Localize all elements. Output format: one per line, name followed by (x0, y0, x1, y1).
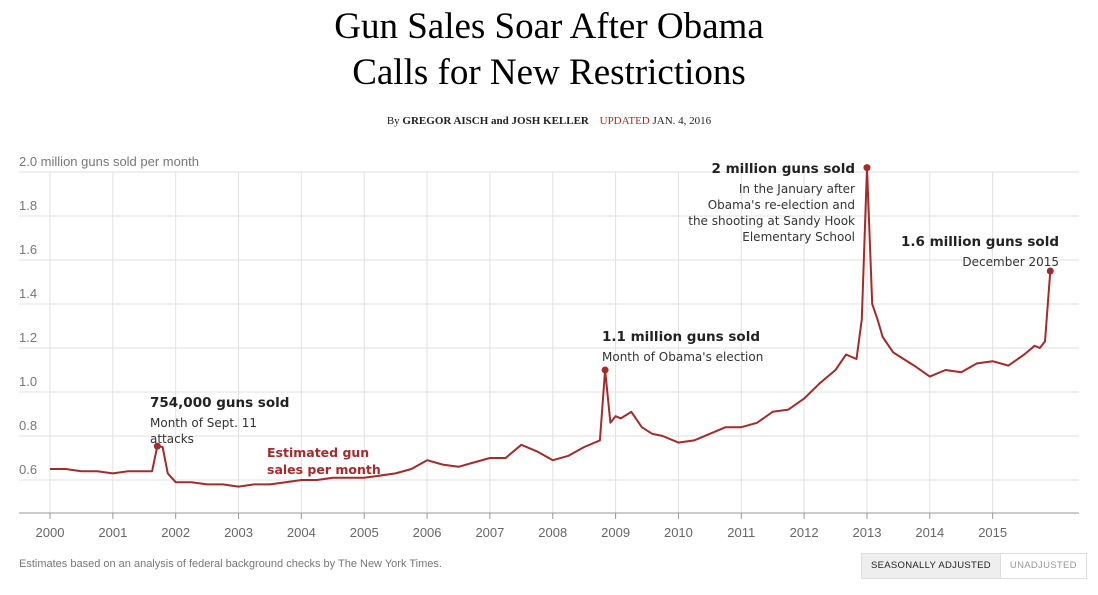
annotation-sept11-text: Month of Sept. 11 attacks (150, 416, 258, 446)
y-tick-label-0.8: 0.8 (19, 418, 37, 433)
annotation-sandy-hook-title: 2 million guns sold (711, 161, 855, 177)
annotation-sept11-title: 754,000 guns sold (150, 395, 290, 411)
annotation-point-2 (863, 164, 871, 172)
byline-updated-label: UPDATED (599, 115, 650, 127)
x-tick-label-2005: 2005 (350, 525, 379, 540)
headline-line-2: Calls for New Restrictions (352, 52, 746, 93)
seasonally-adjusted-button[interactable]: SEASONALLY ADJUSTED (862, 554, 1000, 578)
y-axis-label: 2.0 million guns sold per month (19, 154, 199, 169)
byline-authors: GREGOR AISCH and JOSH KELLER (402, 115, 589, 127)
y-tick-label-1.4: 1.4 (19, 286, 37, 301)
annotation-dec2015-text: December 2015 (962, 255, 1059, 269)
x-tick-label-2010: 2010 (664, 525, 693, 540)
y-tick-label-1.6: 1.6 (19, 242, 37, 257)
annotation-dec2015-title: 1.6 million guns sold (901, 234, 1059, 250)
byline-by: By (386, 115, 400, 127)
source-note: Estimates based on an analysis of federa… (19, 558, 442, 570)
x-tick-label-2003: 2003 (224, 525, 253, 540)
annotation-election-title: 1.1 million guns sold (602, 329, 760, 345)
x-tick-label-2006: 2006 (413, 525, 442, 540)
annotation-sandy-hook-text: In the January after Obama's re-election… (688, 182, 855, 244)
x-tick-label-2000: 2000 (36, 525, 65, 540)
byline-date: JAN. 4, 2016 (652, 115, 712, 127)
x-tick-label-2001: 2001 (98, 525, 127, 540)
y-tick-label-1.2: 1.2 (19, 330, 37, 345)
x-tick-label-2007: 2007 (475, 525, 504, 540)
y-tick-label-0.6: 0.6 (19, 462, 37, 477)
series-label: Estimated gun sales per month (267, 445, 381, 477)
annotation-point-3 (1046, 267, 1054, 275)
annotation-election-text: Month of Obama's election (602, 350, 764, 364)
x-tick-label-2013: 2013 (853, 525, 882, 540)
y-tick-label-1.8: 1.8 (19, 198, 37, 213)
x-tick-label-2008: 2008 (538, 525, 567, 540)
byline: By GREGOR AISCH and JOSH KELLER UPDATED … (0, 115, 1098, 127)
x-tick-label-2014: 2014 (915, 525, 944, 540)
headline: Gun Sales Soar After Obama Calls for New… (0, 4, 1098, 96)
x-tick-label-2012: 2012 (790, 525, 819, 540)
x-tick-label-2015: 2015 (978, 525, 1007, 540)
headline-line-1: Gun Sales Soar After Obama (334, 6, 764, 47)
annotation-point-0 (153, 442, 161, 450)
unadjusted-button[interactable]: UNADJUSTED (999, 554, 1086, 578)
x-tick-label-2011: 2011 (727, 525, 755, 540)
annotation-point-1 (601, 366, 609, 374)
y-tick-label-1: 1.0 (19, 374, 37, 389)
x-tick-label-2002: 2002 (161, 525, 190, 540)
adjustment-toggle: SEASONALLY ADJUSTED UNADJUSTED (861, 553, 1087, 579)
x-tick-label-2009: 2009 (601, 525, 630, 540)
x-tick-label-2004: 2004 (287, 525, 316, 540)
